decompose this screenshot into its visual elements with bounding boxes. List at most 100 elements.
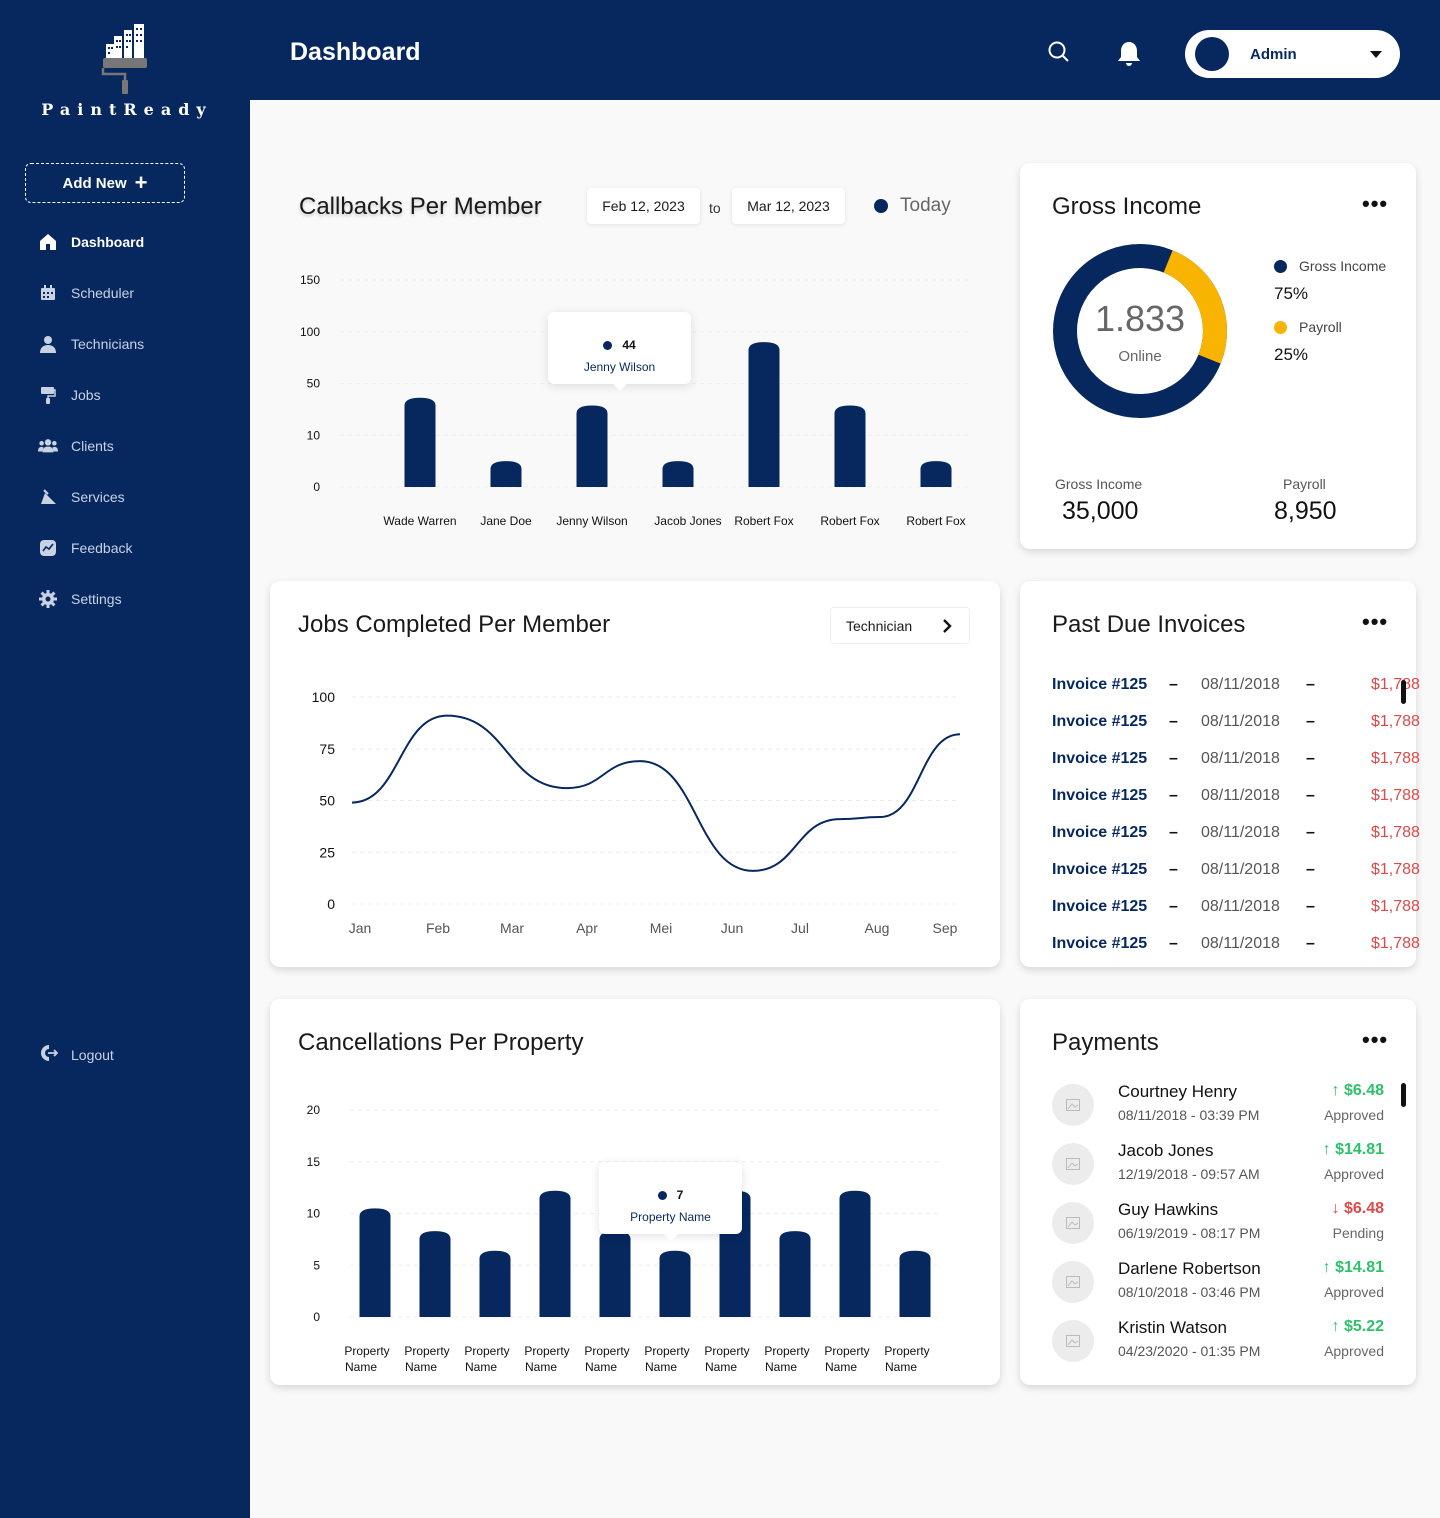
x-tick-label: Feb <box>426 920 450 936</box>
image-placeholder-icon <box>1052 1202 1094 1244</box>
sidebar-item-label: Dashboard <box>71 233 145 250</box>
bar[interactable] <box>599 1231 631 1317</box>
top-header: Dashboard Admin <box>250 0 1440 100</box>
add-new-button[interactable]: Add New + <box>25 163 185 203</box>
date-from-picker[interactable]: Feb 12, 2023 <box>587 188 700 224</box>
bar[interactable] <box>920 461 952 487</box>
bell-icon <box>1118 42 1140 66</box>
payments-card: Payments ••• <box>1020 999 1416 1385</box>
payment-status: Approved <box>1324 1166 1384 1182</box>
invoice-number: Invoice #125 <box>1052 676 1148 693</box>
invoice-row[interactable]: Invoice #125 – 08/11/2018 – $1,788 <box>1052 935 1420 953</box>
x-tick-label: Property Name <box>404 1344 449 1374</box>
y-tick-label: 15 <box>307 1155 321 1169</box>
payment-datetime: 04/23/2020 - 01:35 PM <box>1118 1343 1261 1359</box>
x-tick-label: Jan <box>349 920 372 936</box>
invoice-row[interactable]: Invoice #125 – 08/11/2018 – $1,788 <box>1052 676 1420 694</box>
bar[interactable] <box>419 1231 451 1317</box>
bar[interactable] <box>834 405 866 487</box>
x-tick-label: Property Name <box>884 1344 929 1374</box>
stat-value: 8,950 <box>1274 497 1337 525</box>
bar[interactable] <box>662 461 694 487</box>
payment-row[interactable]: Guy Hawkins 06/19/2019 - 08:17 PM ↓ $6.4… <box>1052 1200 1384 1250</box>
separator-dash: – <box>1306 713 1315 730</box>
y-tick-label: 50 <box>319 793 335 809</box>
today-dot-icon <box>874 199 888 213</box>
cancellations-tooltip: 7 Property Name <box>599 1162 742 1241</box>
sidebar-item-services[interactable]: Services <box>38 471 144 522</box>
date-to-picker[interactable]: Mar 12, 2023 <box>732 188 845 224</box>
today-filter[interactable]: Today <box>874 195 951 217</box>
bar[interactable] <box>899 1250 931 1317</box>
arrow-up-icon: ↑ <box>1322 1259 1331 1276</box>
logout-button[interactable]: Logout <box>40 1044 114 1065</box>
tooltip-value: 44 <box>622 338 636 352</box>
sidebar-item-clients[interactable]: Clients <box>38 420 144 471</box>
invoice-row[interactable]: Invoice #125 – 08/11/2018 – $1,788 <box>1052 898 1420 916</box>
payment-row[interactable]: Courtney Henry 08/11/2018 - 03:39 PM ↑ $… <box>1052 1082 1384 1132</box>
more-options-icon[interactable]: ••• <box>1362 191 1389 216</box>
user-menu[interactable]: Admin <box>1185 30 1400 78</box>
more-options-icon[interactable]: ••• <box>1362 609 1389 634</box>
notifications-button[interactable] <box>1116 40 1142 73</box>
invoice-date: 08/11/2018 <box>1201 824 1280 841</box>
payment-row[interactable]: Jacob Jones 12/19/2018 - 09:57 AM ↑ $14.… <box>1052 1141 1384 1191</box>
sidebar-item-jobs[interactable]: Jobs <box>38 369 144 420</box>
bar[interactable] <box>404 397 436 487</box>
legend-pct: 25% <box>1274 345 1309 364</box>
brand-logo[interactable]: PaintReady <box>0 22 250 119</box>
payment-row[interactable]: Darlene Robertson 08/10/2018 - 03:46 PM … <box>1052 1259 1384 1309</box>
x-tick-label: Property Name <box>704 1344 749 1374</box>
payment-row[interactable]: Kristin Watson 04/23/2020 - 01:35 PM ↑ $… <box>1052 1318 1384 1368</box>
invoice-row[interactable]: Invoice #125 – 08/11/2018 – $1,788 <box>1052 750 1420 768</box>
payment-datetime: 08/10/2018 - 03:46 PM <box>1118 1284 1261 1300</box>
bar[interactable] <box>479 1250 511 1317</box>
bar[interactable] <box>576 405 608 487</box>
x-tick-label: Robert Fox <box>820 514 879 528</box>
payments-scrollbar[interactable] <box>1401 1083 1406 1107</box>
x-tick-label: Jane Doe <box>480 514 532 528</box>
bar[interactable] <box>839 1190 871 1317</box>
y-tick-label: 150 <box>300 273 320 287</box>
sidebar-item-scheduler[interactable]: Scheduler <box>38 267 144 318</box>
payer-name: Jacob Jones <box>1118 1141 1214 1160</box>
invoice-scrollbar[interactable] <box>1401 680 1406 704</box>
payer-name: Kristin Watson <box>1118 1318 1227 1337</box>
payer-name: Guy Hawkins <box>1118 1200 1219 1219</box>
separator-dash: – <box>1169 824 1178 841</box>
invoice-amount: $1,788 <box>1371 861 1420 878</box>
technician-filter-button[interactable]: Technician <box>830 607 970 644</box>
callbacks-title: Callbacks Per Member <box>299 193 542 220</box>
invoice-amount: $1,788 <box>1371 713 1420 730</box>
arrow-up-icon: ↑ <box>1331 1082 1340 1099</box>
sidebar-item-dashboard[interactable]: Dashboard <box>38 216 144 267</box>
sidebar-item-label: Technicians <box>71 335 145 352</box>
bar[interactable] <box>490 461 522 487</box>
bar[interactable] <box>539 1190 571 1317</box>
legend-gross-income: Gross Income 75% <box>1274 258 1386 304</box>
invoice-number: Invoice #125 <box>1052 787 1148 804</box>
user-icon <box>38 334 58 354</box>
arrow-down-icon: ↓ <box>1331 1200 1340 1217</box>
bar[interactable] <box>359 1208 391 1317</box>
search-button[interactable] <box>1047 40 1071 69</box>
invoice-row[interactable]: Invoice #125 – 08/11/2018 – $1,788 <box>1052 824 1420 842</box>
bar[interactable] <box>659 1250 691 1317</box>
more-options-icon[interactable]: ••• <box>1362 1027 1389 1052</box>
x-tick-label: Sep <box>933 920 958 936</box>
invoice-row[interactable]: Invoice #125 – 08/11/2018 – $1,788 <box>1052 787 1420 805</box>
invoice-row[interactable]: Invoice #125 – 08/11/2018 – $1,788 <box>1052 713 1420 731</box>
jobs-completed-title: Jobs Completed Per Member <box>298 611 611 638</box>
sidebar-item-feedback[interactable]: Feedback <box>38 522 144 573</box>
invoice-row[interactable]: Invoice #125 – 08/11/2018 – $1,788 <box>1052 861 1420 879</box>
bar[interactable] <box>748 342 780 487</box>
sidebar-item-settings[interactable]: Settings <box>38 573 144 624</box>
payment-amount: ↑ $14.81 <box>1323 1259 1384 1277</box>
bar[interactable] <box>779 1231 811 1317</box>
sidebar-item-technicians[interactable]: Technicians <box>38 318 144 369</box>
invoice-amount: $1,788 <box>1371 787 1420 804</box>
image-placeholder-icon <box>1052 1084 1094 1126</box>
tooltip-name: Jenny Wilson <box>583 360 656 374</box>
separator-dash: – <box>1169 750 1178 767</box>
invoice-number: Invoice #125 <box>1052 898 1148 915</box>
